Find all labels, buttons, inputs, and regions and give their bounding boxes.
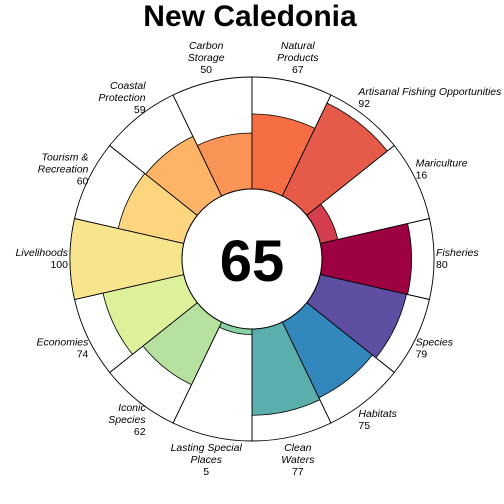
petal-label-economies: Economies	[36, 336, 89, 348]
petal-label-habitats: Habitats	[358, 408, 397, 420]
petal-label-carbon-storage: Carbon Storage	[188, 40, 225, 64]
petal-label-iconic-species: Iconic Species	[108, 402, 146, 426]
petal-label-lasting-special-places: Lasting Special Places	[171, 442, 243, 466]
petal-value-natural-products: 67	[292, 64, 304, 76]
petal-value-livelihoods: 100	[50, 259, 68, 271]
petal-value-iconic-species: 62	[134, 426, 146, 438]
center-hole	[181, 188, 323, 330]
petal-value-mariculture: 16	[416, 170, 428, 182]
petal-label-livelihoods: Livelihoods	[15, 247, 68, 259]
petal-label-tourism-recreation: Tourism & Recreation	[38, 152, 89, 176]
petals-group	[69, 76, 435, 442]
chart-title: New Caledonia	[143, 0, 357, 33]
petal-value-tourism-recreation: 60	[77, 176, 89, 188]
petal-value-coastal-protection: 59	[134, 104, 146, 116]
petal-value-economies: 74	[77, 348, 89, 360]
petal-value-species: 79	[416, 348, 428, 360]
petal-label-natural-products: Natural Products	[277, 40, 319, 64]
petal-label-mariculture: Mariculture	[416, 158, 468, 170]
petal-value-carbon-storage: 50	[200, 64, 212, 76]
petal-label-artisanal-fishing-opportunities: Artisanal Fishing Opportunities	[357, 86, 502, 98]
petal-label-species: Species	[416, 336, 454, 348]
petal-label-coastal-protection: Coastal Protection	[98, 80, 146, 104]
petal-value-clean-waters: 77	[292, 466, 304, 478]
petal-value-habitats: 75	[358, 420, 370, 432]
petal-label-clean-waters: Clean Waters	[281, 442, 315, 466]
petal-value-lasting-special-places: 5	[203, 466, 209, 478]
overall-score: 65	[220, 229, 285, 294]
petal-label-fisheries: Fisheries	[436, 247, 479, 259]
petal-value-fisheries: 80	[436, 259, 448, 271]
petal-value-artisanal-fishing-opportunities: 92	[358, 98, 370, 110]
